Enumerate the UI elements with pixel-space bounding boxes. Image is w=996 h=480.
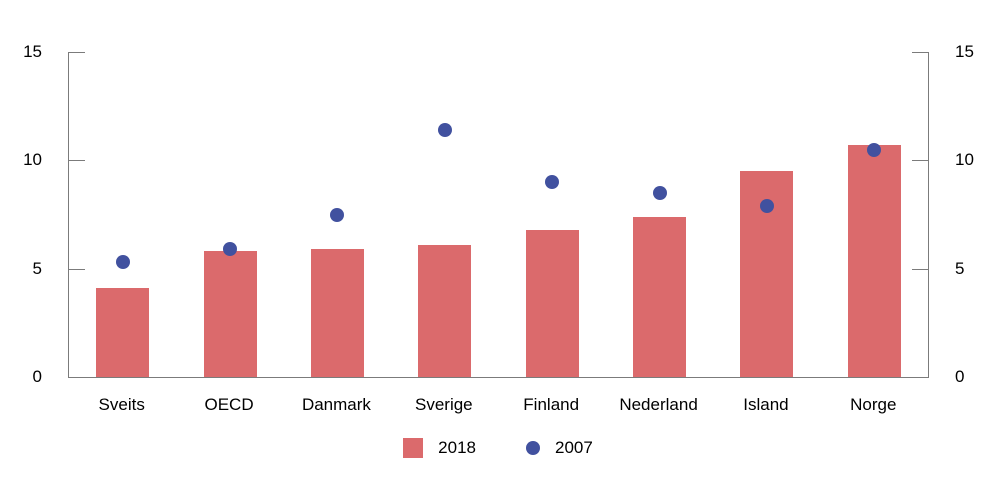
category-label-Danmark: Danmark xyxy=(301,395,371,414)
category-label-Island: Island xyxy=(743,395,789,414)
y-axis-left: 0 5 10 15 xyxy=(0,43,42,386)
dot-2007-Island xyxy=(759,198,774,213)
y-tick-label-15: 15 xyxy=(23,42,42,61)
bar-2018-Nederland xyxy=(633,216,687,377)
y-tick-left-5 xyxy=(69,268,85,270)
legend-square-icon xyxy=(403,438,424,458)
category-label-OECD: OECD xyxy=(204,395,254,414)
bar-2018-Danmark xyxy=(310,249,364,377)
bar-2018-OECD xyxy=(203,251,257,377)
bar-2018-Norge xyxy=(847,145,901,377)
y-tick-label-0: 0 xyxy=(955,367,965,386)
legend-label-2018: 2018 xyxy=(438,438,476,457)
legend: 2018 2007 xyxy=(0,438,996,458)
dot-2007-Norge xyxy=(867,142,882,157)
category-label-Nederland: Nederland xyxy=(619,395,698,414)
y-tick-label-10: 10 xyxy=(23,150,42,170)
dot-2007-Nederland xyxy=(652,185,667,200)
y-tick-label-15: 15 xyxy=(955,42,974,61)
y-tick-label-5: 5 xyxy=(32,258,42,278)
dot-2007-Sverige xyxy=(437,123,452,137)
dot-2007-Danmark xyxy=(330,207,345,222)
bar-2018-Finland xyxy=(525,229,579,377)
y-tick-label-5: 5 xyxy=(955,258,965,278)
plot-area xyxy=(68,52,929,378)
bar-2018-Sverige xyxy=(418,244,472,377)
y-tick-label-0: 0 xyxy=(32,367,42,386)
legend-dot-icon xyxy=(526,441,540,455)
y-tick-left-10 xyxy=(69,160,85,162)
bar-2018-Sveits xyxy=(96,288,150,377)
legend-label-2007: 2007 xyxy=(555,438,593,457)
x-axis-labels: Sveits OECD Danmark Sverige Finland Nederland… xyxy=(68,395,927,415)
category-label-Sveits: Sveits xyxy=(98,395,145,414)
category-label-Sverige: Sverige xyxy=(414,395,473,414)
y-tick-right-15 xyxy=(912,52,928,53)
dot-2007-Sveits xyxy=(115,255,130,270)
y-tick-left-15 xyxy=(69,52,85,53)
category-label-Norge: Norge xyxy=(850,395,897,414)
y-tick-right-5 xyxy=(912,268,928,270)
y-tick-right-10 xyxy=(912,160,928,162)
y-tick-label-10: 10 xyxy=(955,150,974,170)
dot-2007-Finland xyxy=(545,175,560,189)
dot-2007-OECD xyxy=(223,242,238,257)
legend-item-2018: 2018 xyxy=(403,438,476,458)
y-axis-right: 0 5 10 15 xyxy=(955,43,996,386)
legend-item-2007: 2007 xyxy=(526,438,593,458)
category-label-Finland: Finland xyxy=(523,395,580,414)
